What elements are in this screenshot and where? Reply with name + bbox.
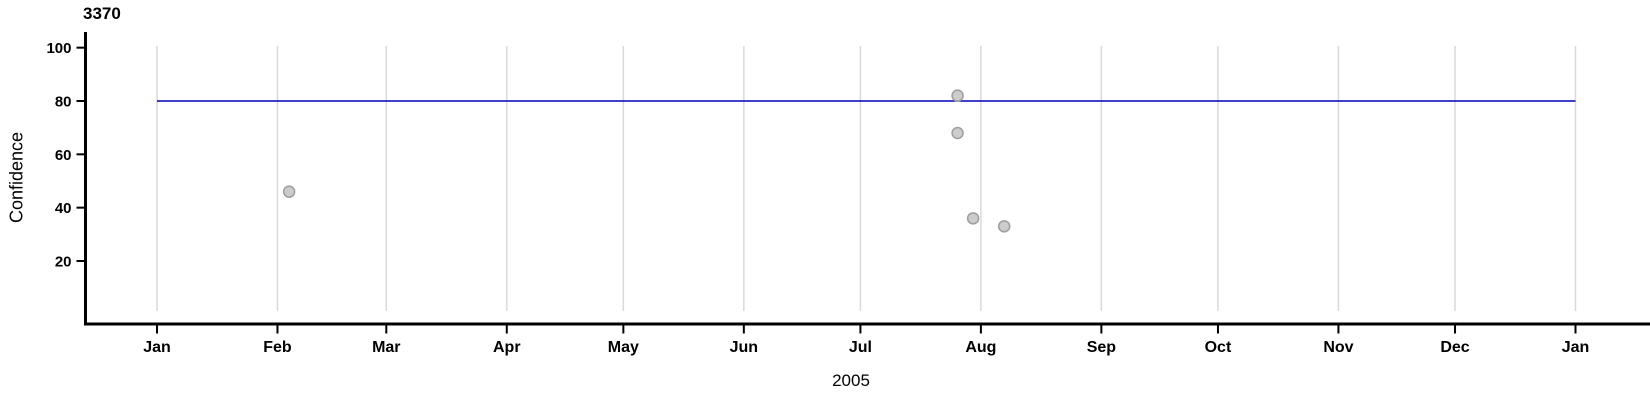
x-tick-label: Jan (143, 339, 171, 356)
x-tick-label: Nov (1323, 339, 1353, 356)
y-tick-label: 60 (55, 147, 72, 164)
x-tick-label: Jun (730, 339, 758, 356)
y-tick-label: 40 (55, 200, 72, 217)
x-tick-label: May (608, 339, 639, 356)
y-tick-label: 100 (46, 40, 71, 57)
x-tick-label: Apr (493, 339, 521, 356)
data-point (966, 212, 980, 225)
y-tick-label: 80 (55, 94, 72, 111)
data-point (951, 89, 964, 102)
x-tick-label: Oct (1205, 339, 1232, 356)
y-tick-label: 20 (55, 253, 72, 270)
data-point (997, 220, 1011, 233)
data-point (282, 185, 296, 198)
x-tick-label: Dec (1440, 339, 1469, 356)
x-tick-label: Jan (1562, 339, 1590, 356)
x-tick-label: Jul (849, 339, 872, 356)
x-axis-title: 2005 (832, 371, 870, 390)
x-tick-label: Sep (1087, 339, 1117, 356)
data-point (951, 126, 964, 140)
x-tick-label: Aug (965, 339, 996, 356)
x-tick-label: Feb (263, 339, 292, 356)
x-tick-label: Mar (372, 339, 400, 356)
chart-title: 3370 (83, 4, 121, 23)
